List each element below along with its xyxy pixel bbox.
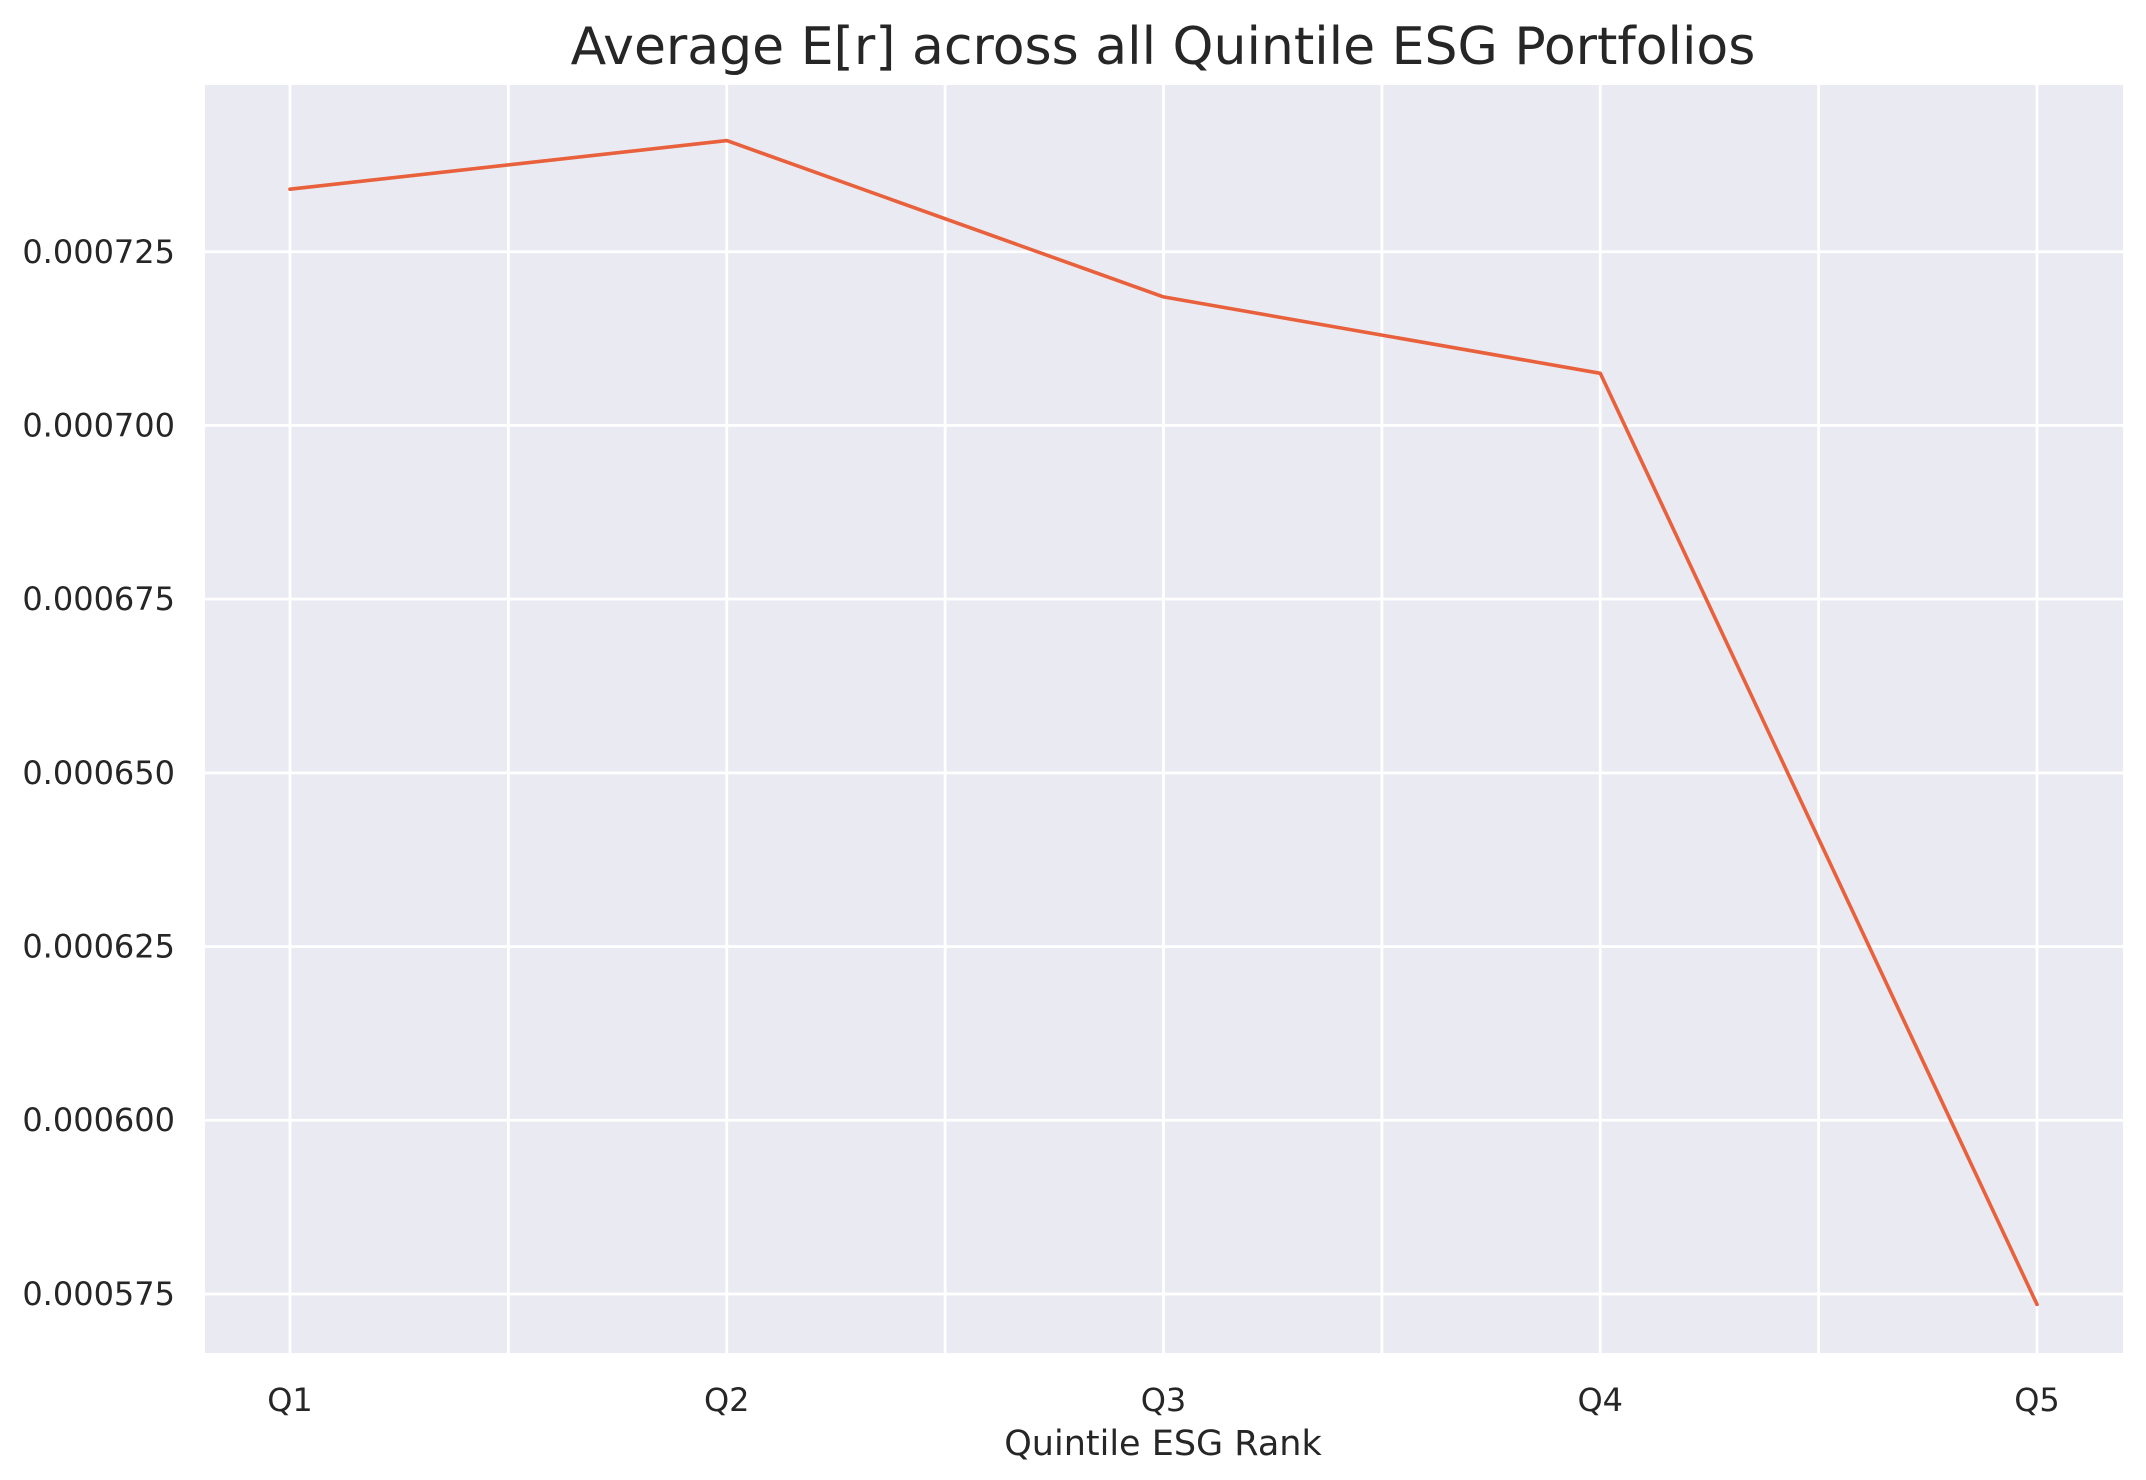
- chart-title: Average E[r] across all Quintile ESG Por…: [571, 17, 1756, 77]
- y-tick-label: 0.000600: [22, 1101, 175, 1139]
- x-tick-label: Q4: [1577, 1381, 1623, 1419]
- x-axis-ticks: Q1 Q2 Q3 Q4 Q5: [267, 1381, 2060, 1419]
- y-tick-label: 0.000700: [22, 406, 175, 444]
- series-layer: [288, 138, 2039, 1307]
- series-line: [288, 138, 2039, 1307]
- x-tick-label: Q3: [1141, 1381, 1187, 1419]
- y-tick-label: 0.000675: [22, 580, 175, 618]
- y-axis-ticks: 0.000575 0.000600 0.000625 0.000650 0.000675…: [22, 233, 175, 1313]
- y-tick-label: 0.000650: [22, 754, 175, 792]
- x-axis-label: Quintile ESG Rank: [1004, 1424, 1322, 1464]
- y-tick-label: 0.000625: [22, 928, 175, 966]
- x-tick-label: Q5: [2014, 1381, 2060, 1419]
- y-tick-label: 0.000575: [22, 1275, 175, 1313]
- x-tick-label: Q2: [704, 1381, 750, 1419]
- y-tick-label: 0.000725: [22, 233, 175, 271]
- gridlines: [205, 85, 2123, 1353]
- x-tick-label: Q1: [267, 1381, 313, 1419]
